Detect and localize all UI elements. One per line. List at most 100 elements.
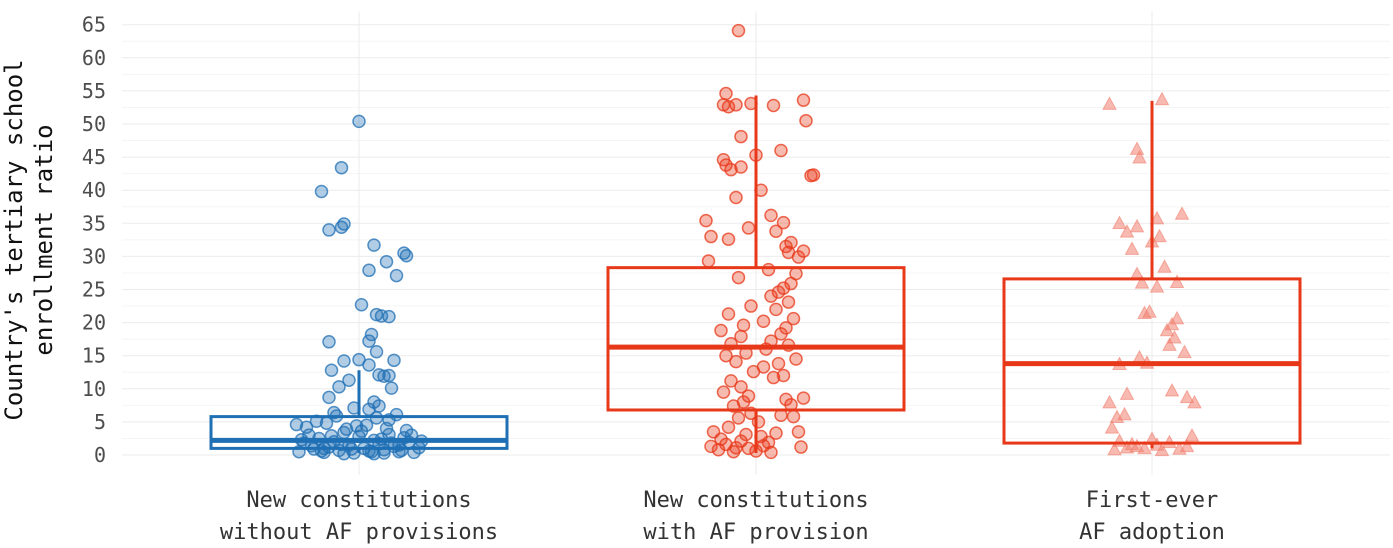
data-point-circle: [781, 295, 796, 309]
data-point-circle: [789, 266, 803, 281]
data-point-circle: [731, 411, 746, 425]
data-point-circle: [724, 162, 738, 177]
category-label-2-line-2: with AF provision: [643, 520, 868, 545]
data-point-circle: [369, 344, 384, 359]
y-axis-label-line-2: enrollment ratio: [30, 124, 58, 355]
data-point-circle: [377, 369, 391, 383]
y-tick-label: 45: [82, 145, 106, 169]
data-point-triangle: [1174, 206, 1190, 220]
data-point-circle: [769, 302, 783, 317]
data-point-circle: [719, 348, 733, 363]
data-point-triangle: [1134, 275, 1150, 289]
data-point-circle: [706, 425, 721, 439]
data-point-circle: [786, 409, 801, 424]
data-point-circle: [719, 86, 733, 101]
data-point-triangle: [1137, 440, 1152, 455]
data-point-circle: [734, 129, 748, 144]
data-point-triangle: [1162, 337, 1177, 351]
box-iqr: [1002, 277, 1302, 445]
x-category-labels: New constitutions without AF provisions …: [220, 488, 1225, 545]
y-tick-label: 60: [82, 46, 106, 70]
data-point-circle: [724, 374, 738, 388]
data-point-triangle: [1154, 442, 1170, 457]
data-point-circle: [721, 307, 736, 321]
data-point-circle: [739, 427, 753, 442]
y-tick-labels: 0 5 10 15 20 25 30 35 40 45 50 55 60 65: [82, 13, 106, 467]
data-point-triangle: [1102, 96, 1117, 110]
data-point-circle: [729, 440, 743, 455]
box-iqr: [606, 266, 906, 412]
data-point-circle: [374, 309, 389, 323]
data-point-circle: [734, 329, 748, 344]
data-point-circle: [741, 389, 756, 403]
data-point-circle: [721, 232, 736, 246]
y-tick-label: 65: [82, 13, 106, 37]
data-point-triangle: [1132, 349, 1147, 364]
data-point-circle: [704, 229, 718, 244]
data-point-triangle: [1117, 406, 1132, 421]
y-tick-label: 20: [82, 311, 106, 335]
box-iqr: [209, 415, 509, 450]
data-point-circle: [771, 356, 786, 371]
data-point-circle: [799, 113, 813, 128]
data-point-circle: [786, 311, 801, 326]
y-tick-label: 30: [82, 244, 106, 268]
category-label-1-line-2: without AF provisions: [220, 520, 498, 545]
data-point-circle: [734, 380, 748, 394]
data-point-triangle: [1132, 149, 1147, 164]
data-point-triangle: [1112, 215, 1127, 230]
data-point-circle: [734, 160, 748, 174]
data-point-triangle: [1177, 344, 1192, 359]
y-tick-label: 55: [82, 79, 106, 103]
y-tick-label: 15: [82, 344, 106, 368]
data-point-circle: [729, 98, 743, 112]
data-point-circle: [334, 160, 349, 175]
data-point-circle: [774, 143, 788, 158]
data-point-circle: [729, 354, 743, 369]
data-point-triangle: [1157, 259, 1172, 273]
data-point-circle: [704, 439, 718, 454]
data-point-circle: [372, 368, 386, 382]
data-point-circle: [764, 208, 778, 223]
data-point-circle: [397, 246, 411, 260]
data-point-circle: [716, 98, 731, 112]
data-point-triangle: [1129, 218, 1145, 233]
data-point-circle: [791, 425, 806, 439]
y-tick-label: 40: [82, 178, 106, 202]
data-point-circle: [766, 370, 781, 385]
boxes: [209, 95, 1302, 454]
data-point-circle: [741, 221, 756, 235]
data-point-circle: [736, 318, 751, 332]
y-tick-label: 10: [82, 377, 106, 401]
data-point-circle: [761, 435, 776, 450]
data-point-circle: [322, 223, 336, 237]
data-point-circle: [789, 352, 803, 366]
y-axis-label: Country's tertiary school enrollment rat…: [0, 59, 58, 420]
data-point-triangle: [1149, 279, 1165, 293]
data-point-circle: [756, 360, 771, 374]
data-point-circle: [731, 23, 746, 38]
y-axis-label-line-1: Country's tertiary school: [0, 59, 28, 420]
data-point-circle: [716, 385, 731, 399]
data-point-triangle: [1179, 438, 1195, 453]
data-point-circle: [369, 307, 384, 322]
data-point-circle: [339, 422, 354, 436]
data-point-circle: [776, 368, 791, 383]
data-point-circle: [796, 244, 811, 258]
data-point-circle: [761, 262, 776, 277]
data-point-triangle: [1119, 224, 1135, 238]
data-point-triangle: [1154, 91, 1170, 106]
data-point-triangle: [1179, 389, 1195, 404]
data-point-circle: [299, 420, 314, 434]
data-points: [289, 23, 1202, 461]
data-point-circle: [362, 263, 376, 278]
data-point-circle: [367, 395, 381, 409]
data-point-triangle: [1119, 386, 1135, 400]
data-point-circle: [367, 238, 381, 252]
data-point-circle: [379, 254, 394, 269]
data-point-circle: [342, 373, 356, 387]
data-point-circle: [721, 420, 736, 434]
data-point-circle: [352, 352, 366, 367]
data-point-triangle: [1149, 210, 1165, 225]
data-point-circle: [322, 390, 336, 405]
